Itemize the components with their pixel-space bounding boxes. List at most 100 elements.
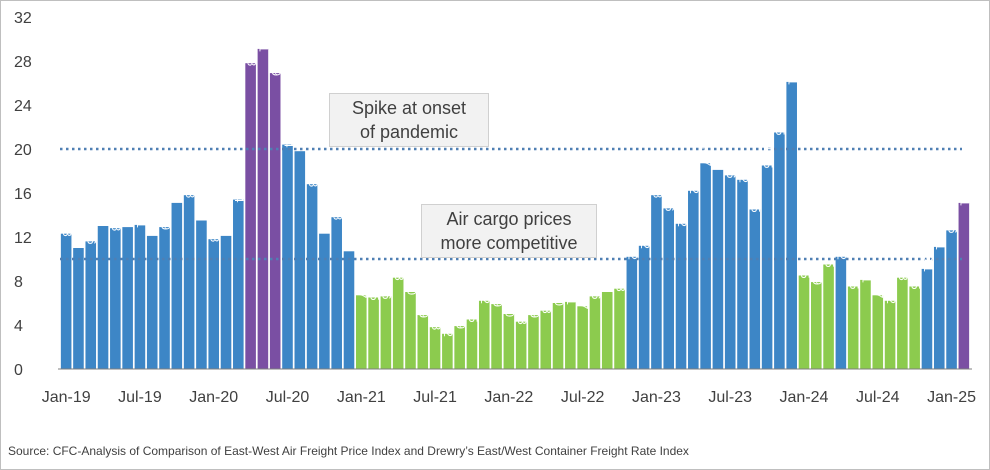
bar-data-label: 6.6 — [380, 283, 394, 300]
bar-data-label: 21.5 — [773, 112, 787, 136]
bar-data-label: 12.8 — [109, 208, 123, 232]
bar — [884, 300, 896, 369]
bar-data-label: 10.2 — [835, 236, 849, 260]
y-tick-label: 24 — [14, 98, 32, 115]
bar-data-label: 12.3 — [60, 213, 74, 237]
source-note: Source: CFC-Analysis of Comparison of Ea… — [8, 444, 689, 458]
x-tick-label: Jan-20 — [189, 389, 238, 406]
bar-data-label: 13.8 — [331, 197, 345, 221]
bar — [933, 246, 945, 369]
bar — [417, 315, 429, 369]
bar — [614, 288, 625, 369]
y-tick-label: 12 — [14, 230, 32, 247]
bar — [897, 277, 908, 369]
bar — [356, 295, 367, 369]
bar — [503, 314, 515, 369]
bar-data-label: 5.9 — [490, 290, 504, 307]
bar-data-label: 12.6 — [945, 210, 959, 234]
bar — [835, 256, 847, 369]
bar — [405, 292, 416, 369]
bar-data-label: 6.7 — [872, 282, 886, 299]
bar — [601, 292, 613, 369]
bar — [651, 195, 662, 369]
bar-data-label: 6.7 — [355, 282, 369, 299]
bar — [208, 239, 220, 369]
reference-lines — [60, 147, 962, 261]
bar — [282, 144, 293, 369]
bar — [946, 230, 957, 369]
bar-data-label: 4.3 — [515, 308, 529, 325]
bar-data-label: 7.5 — [847, 273, 861, 290]
bar — [491, 304, 502, 369]
bar-data-label: 6.2 — [478, 287, 492, 304]
bar — [589, 296, 601, 369]
bar-data-label: 11.8 — [208, 220, 222, 243]
bar — [786, 81, 797, 370]
bar — [269, 73, 281, 369]
bar — [577, 306, 588, 369]
bar — [540, 310, 552, 369]
bar-data-label: 7.5 — [908, 273, 922, 290]
bar-data-label: 18.5 — [761, 145, 775, 169]
bar-data-label: 11.6 — [85, 222, 99, 245]
bar — [368, 297, 379, 369]
bar-data-label: 7.3 — [613, 275, 627, 292]
bar — [196, 220, 207, 369]
bar-data-label: 14.5 — [749, 189, 763, 213]
bar — [515, 321, 527, 369]
bars — [60, 48, 970, 370]
bar-data-label: 4.5 — [466, 306, 480, 323]
bar — [380, 296, 392, 369]
bar-data-label: 6.1 — [564, 288, 578, 305]
bar — [663, 208, 675, 369]
bar — [73, 248, 84, 369]
bar-data-label: 15.4 — [232, 179, 246, 203]
y-tick-label: 20 — [14, 142, 32, 159]
bar — [257, 48, 269, 370]
annotation-competitive: Air cargo prices more competitive — [421, 204, 597, 258]
bar — [220, 235, 232, 369]
bar-data-label: 5.3 — [540, 297, 554, 314]
bar-data-label: 8.3 — [392, 264, 406, 281]
bar — [761, 165, 773, 369]
x-tick-label: Jan-25 — [927, 389, 976, 406]
bar — [233, 199, 244, 369]
annotation-spike-line2: of pandemic — [359, 122, 459, 142]
bar-data-label: 5.7 — [576, 293, 590, 310]
bar-data-label: 6.5 — [367, 284, 381, 301]
bar-data-label: 14.6 — [663, 188, 677, 212]
bar — [700, 163, 711, 369]
bar-data-label: 9.5 — [822, 251, 836, 268]
bar — [466, 319, 478, 369]
bar — [454, 326, 465, 369]
bar — [171, 202, 183, 369]
bar — [823, 264, 834, 369]
bar — [909, 286, 920, 369]
bar-data-label: 20.4 — [281, 124, 295, 148]
bar — [294, 151, 306, 369]
bar — [392, 277, 404, 369]
x-tick-label: Jul-23 — [708, 389, 752, 406]
bar — [872, 295, 884, 369]
bar — [626, 256, 638, 369]
x-tick-label: Jan-21 — [337, 389, 386, 406]
bar-data-label: 6.2 — [884, 287, 898, 304]
bar — [478, 300, 490, 369]
bar — [712, 169, 724, 369]
bar-data-label: 11.1 — [933, 227, 947, 250]
x-tick-label: Jul-20 — [266, 389, 310, 406]
bar-data-label: 13.2 — [675, 203, 689, 227]
annotation-competitive-line2: more competitive — [440, 233, 578, 253]
bar — [159, 227, 170, 369]
bar — [134, 224, 146, 369]
bar — [688, 190, 699, 369]
y-tick-label: 4 — [14, 318, 23, 335]
bar-data-label: 17.6 — [724, 155, 738, 179]
bar — [724, 175, 736, 369]
bar-data-label: 7.0 — [404, 278, 418, 295]
bar — [958, 202, 970, 369]
bar-data-label: 26.9 — [269, 53, 283, 77]
x-tick-label: Jan-19 — [42, 389, 91, 406]
y-axis-ticks: 0 4 8 12 16 20 24 28 32 — [14, 10, 32, 379]
bar-data-label: 3.9 — [453, 312, 467, 329]
